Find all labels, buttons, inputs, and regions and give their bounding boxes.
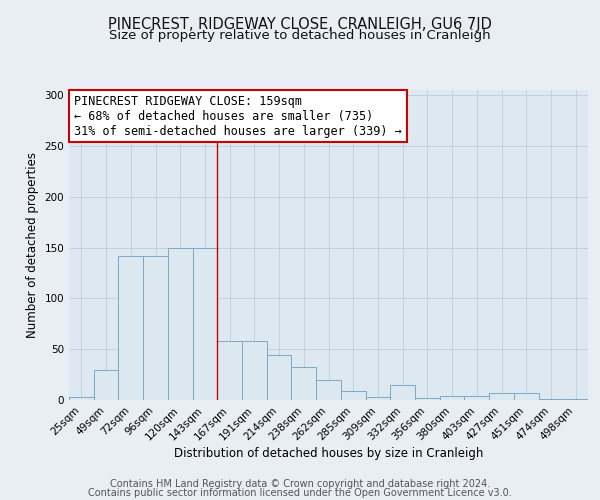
Y-axis label: Number of detached properties: Number of detached properties — [26, 152, 39, 338]
X-axis label: Distribution of detached houses by size in Cranleigh: Distribution of detached houses by size … — [174, 448, 483, 460]
Bar — [415, 398, 440, 400]
Text: Contains public sector information licensed under the Open Government Licence v3: Contains public sector information licen… — [88, 488, 512, 498]
Bar — [316, 380, 341, 400]
Bar — [292, 368, 316, 400]
Text: Contains HM Land Registry data © Crown copyright and database right 2024.: Contains HM Land Registry data © Crown c… — [110, 479, 490, 489]
Bar — [118, 256, 143, 400]
Bar — [489, 393, 514, 400]
Bar — [94, 370, 118, 400]
Bar — [242, 341, 267, 400]
Bar — [365, 397, 390, 400]
Bar — [464, 396, 489, 400]
Bar — [514, 393, 539, 400]
Bar — [168, 248, 193, 400]
Text: PINECREST, RIDGEWAY CLOSE, CRANLEIGH, GU6 7JD: PINECREST, RIDGEWAY CLOSE, CRANLEIGH, GU… — [108, 18, 492, 32]
Bar — [267, 356, 292, 400]
Bar — [563, 399, 588, 400]
Bar — [341, 391, 365, 400]
Bar — [143, 256, 168, 400]
Bar — [69, 397, 94, 400]
Bar — [440, 396, 464, 400]
Bar — [217, 341, 242, 400]
Text: Size of property relative to detached houses in Cranleigh: Size of property relative to detached ho… — [109, 29, 491, 42]
Bar — [193, 248, 217, 400]
Text: PINECREST RIDGEWAY CLOSE: 159sqm
← 68% of detached houses are smaller (735)
31% : PINECREST RIDGEWAY CLOSE: 159sqm ← 68% o… — [74, 94, 402, 138]
Bar — [539, 399, 563, 400]
Bar — [390, 385, 415, 400]
